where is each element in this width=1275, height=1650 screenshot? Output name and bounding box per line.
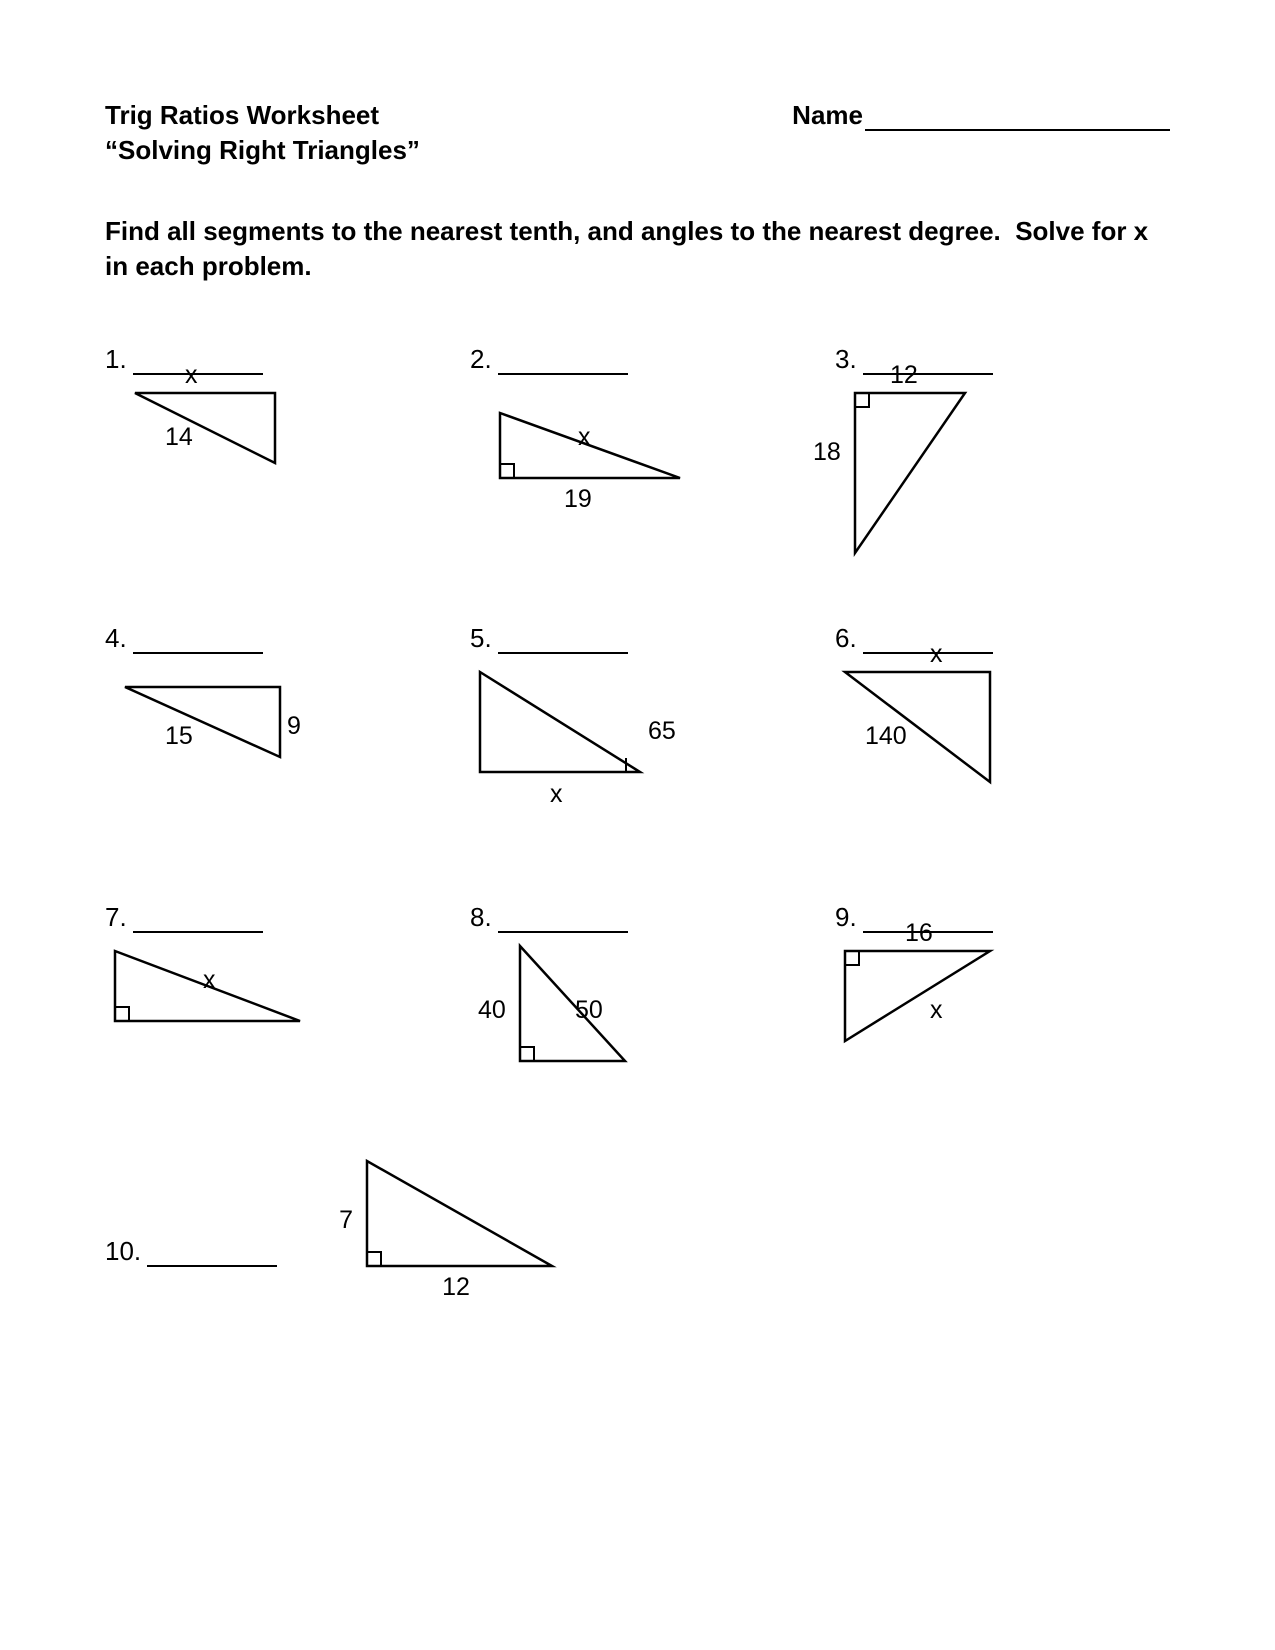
problem-4-number: 4. bbox=[105, 623, 440, 654]
problem-6-diagram: x140 bbox=[835, 662, 1170, 832]
problem-3-label: 18 bbox=[813, 438, 841, 467]
problem-8-number: 8. bbox=[470, 902, 805, 933]
problem-4-label: 15 bbox=[165, 722, 193, 751]
answer-blank-7[interactable] bbox=[133, 911, 263, 933]
problem-5-number: 5. bbox=[470, 623, 805, 654]
worksheet-title: Trig Ratios Worksheet bbox=[105, 100, 379, 131]
problem-5-label: 65 bbox=[648, 717, 676, 746]
problem-7: 7. x bbox=[105, 902, 440, 1111]
problem-1: 1. x14 bbox=[105, 344, 440, 553]
problem-7-diagram: x bbox=[105, 941, 440, 1111]
problem-6-label: 140 bbox=[865, 722, 907, 751]
problem-5-diagram: 65 x bbox=[470, 662, 805, 832]
problem-10-diagram: 712 bbox=[347, 1161, 607, 1311]
problem-8: 8. 40 50 bbox=[470, 902, 805, 1111]
problem-4: 4. 15 9 bbox=[105, 623, 440, 832]
problem-7-number: 7. bbox=[105, 902, 440, 933]
answer-blank-6[interactable] bbox=[863, 632, 993, 654]
instructions: Find all segments to the nearest tenth, … bbox=[105, 214, 1170, 284]
problem-9-label: 16 bbox=[905, 919, 933, 948]
problem-3-label: 12 bbox=[890, 361, 918, 390]
problem-5-label: x bbox=[550, 780, 563, 809]
problem-4-label: 9 bbox=[287, 712, 301, 741]
answer-blank-2[interactable] bbox=[498, 353, 628, 375]
problem-2: 2. x 19 bbox=[470, 344, 805, 553]
problem-9-diagram: 16x bbox=[835, 941, 1170, 1111]
name-field: Name bbox=[792, 100, 1170, 131]
answer-blank-8[interactable] bbox=[498, 911, 628, 933]
problems-grid: 1. x14 2. x19 3. bbox=[105, 344, 1170, 1111]
problem-2-label: 19 bbox=[564, 485, 592, 514]
problem-3: 3. 1218 bbox=[835, 344, 1170, 553]
problem-1-label: x bbox=[185, 361, 198, 390]
problem-2-label: x bbox=[578, 423, 591, 452]
answer-blank-4[interactable] bbox=[133, 632, 263, 654]
problem-6-number: 6. bbox=[835, 623, 1170, 654]
problem-7-label: x bbox=[203, 966, 216, 995]
problem-9: 9. 16x bbox=[835, 902, 1170, 1111]
problem-2-number: 2. bbox=[470, 344, 805, 375]
answer-blank-10[interactable] bbox=[147, 1245, 277, 1267]
problem-8-label: 40 bbox=[478, 996, 506, 1025]
subtitle: “Solving Right Triangles” bbox=[105, 135, 1170, 166]
problem-6-label: x bbox=[930, 640, 943, 669]
answer-blank-5[interactable] bbox=[498, 632, 628, 654]
problem-1-label: 14 bbox=[165, 423, 193, 452]
problem-4-diagram: 15 9 bbox=[105, 662, 440, 832]
problem-3-number: 3. bbox=[835, 344, 1170, 375]
problem-9-label: x bbox=[930, 996, 943, 1025]
problem-2-diagram: x 19 bbox=[470, 383, 805, 553]
problem-10-label: 12 bbox=[442, 1273, 470, 1302]
problem-8-label: 50 bbox=[575, 996, 603, 1025]
problem-10-number: 10. bbox=[105, 1236, 277, 1267]
problem-9-number: 9. bbox=[835, 902, 1170, 933]
problem-1-diagram: x14 bbox=[105, 383, 440, 553]
name-blank-line[interactable] bbox=[865, 109, 1170, 131]
problem-8-diagram: 40 50 bbox=[470, 941, 805, 1111]
problem-5: 5. 65 x bbox=[470, 623, 805, 832]
problem-3-diagram: 1218 bbox=[835, 383, 1170, 553]
problem-10-row: 10. 712 bbox=[105, 1161, 1170, 1311]
problem-6: 6. x140 bbox=[835, 623, 1170, 832]
problem-10-label: 7 bbox=[339, 1206, 353, 1235]
answer-blank-3[interactable] bbox=[863, 353, 993, 375]
problem-1-number: 1. bbox=[105, 344, 440, 375]
